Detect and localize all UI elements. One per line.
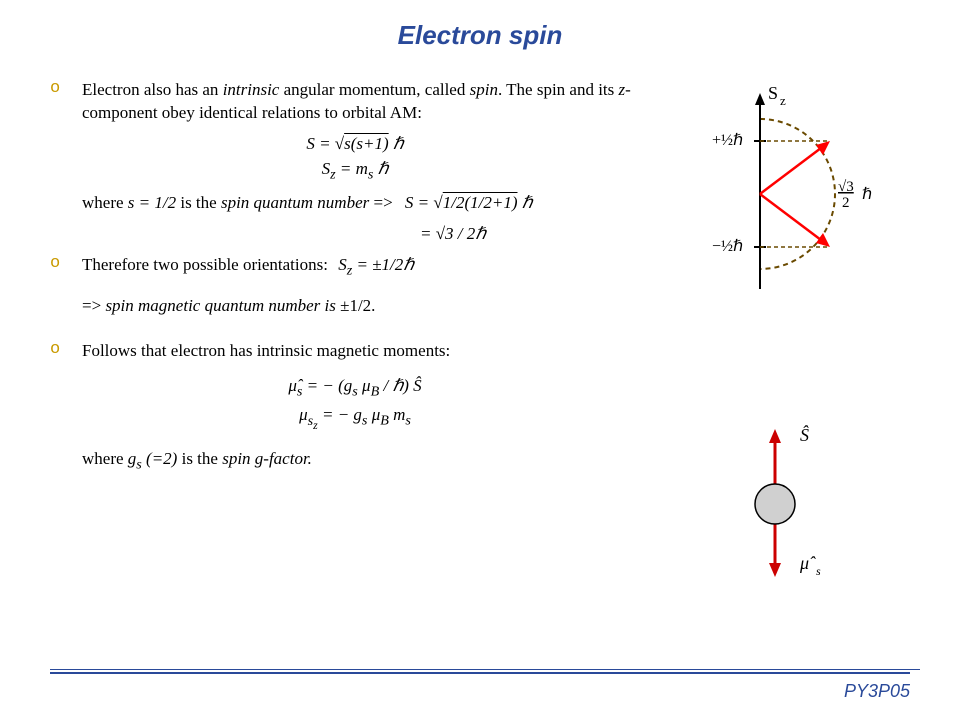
svg-text:Ŝ: Ŝ: [800, 424, 809, 445]
svg-text:z: z: [780, 93, 786, 108]
content-area: o Electron also has an intrinsic angular…: [50, 79, 910, 475]
svg-text:−½ℏ: −½ℏ: [712, 238, 743, 255]
svg-text:ℏ: ℏ: [862, 186, 872, 203]
equation-1: S = √s(s+1) ℏ Sz = ms ℏ: [50, 131, 660, 186]
left-column: o Electron also has an intrinsic angular…: [50, 79, 670, 475]
bullet-text-1: Electron also has an intrinsic angular m…: [82, 79, 660, 125]
svg-text:+½ℏ: +½ℏ: [712, 132, 743, 149]
svg-text:s: s: [816, 564, 821, 578]
subtext-3: where gs (=2) is the spin g-factor.: [82, 448, 660, 475]
divider-thick: [50, 672, 910, 674]
bullet-2: o Therefore two possible orientations: S…: [50, 254, 660, 281]
equation-4: μ̂s = − (gs μB / ℏ) Ŝ μsz = − gs μB ms: [50, 373, 660, 435]
subtext-1: where s = 1/2 is the spin quantum number…: [82, 192, 660, 215]
bullet-text-2: Therefore two possible orientations: Sz …: [82, 254, 660, 281]
bullet-marker: o: [50, 340, 82, 363]
svg-text:S: S: [768, 83, 778, 103]
right-column: S z +½ℏ −½ℏ √3 2 ℏ: [670, 79, 910, 475]
divider-thin: [50, 669, 920, 670]
bullet-3: o Follows that electron has intrinsic ma…: [50, 340, 660, 363]
svg-text:√3: √3: [838, 179, 854, 195]
bullet-1: o Electron also has an intrinsic angular…: [50, 79, 660, 125]
subtext-2: => spin magnetic quantum number is ±1/2.: [82, 295, 660, 318]
equation-2b: = √3 / 2ℏ: [420, 221, 660, 247]
page-title: Electron spin: [50, 20, 910, 51]
moment-diagram: Ŝ μ̂ s: [730, 419, 850, 589]
bullet-marker: o: [50, 254, 82, 281]
svg-text:2: 2: [842, 195, 850, 211]
bullet-marker: o: [50, 79, 82, 125]
course-code: PY3P05: [844, 681, 910, 702]
spin-diagram: S z +½ℏ −½ℏ √3 2 ℏ: [680, 79, 900, 309]
bullet-text-3: Follows that electron has intrinsic magn…: [82, 340, 660, 363]
svg-text:μ̂: μ̂: [799, 553, 816, 573]
